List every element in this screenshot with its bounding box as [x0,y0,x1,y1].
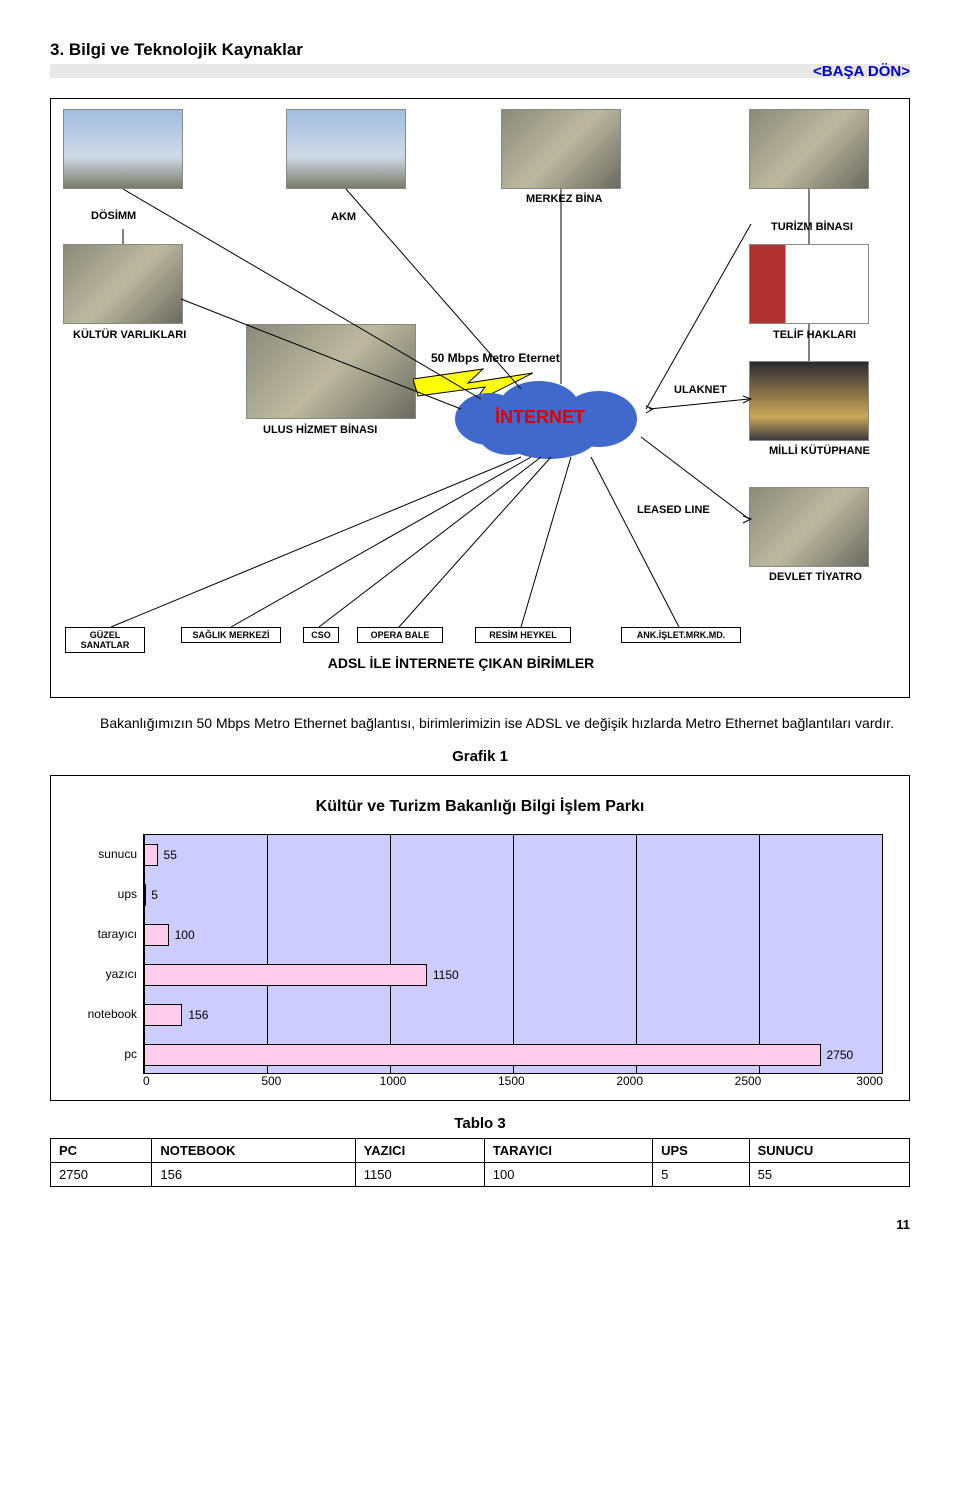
chart-xaxis: 050010001500200025003000 [143,1074,883,1088]
td-1: 156 [152,1162,355,1186]
gridline [390,835,391,1073]
box-saglik: SAĞLIK MERKEZİ [181,627,281,643]
td-3: 100 [484,1162,652,1186]
page-number: 11 [50,1217,910,1232]
chart-bar-label: 1150 [433,964,459,986]
label-ulus: ULUS HİZMET BİNASI [263,424,377,436]
photo-dosimm [63,109,183,189]
label-merkez: MERKEZ BİNA [526,193,602,205]
label-leased: LEASED LINE [637,504,710,516]
td-4: 5 [653,1162,750,1186]
internet-label: İNTERNET [495,407,585,428]
td-2: 1150 [355,1162,484,1186]
label-kultur: KÜLTÜR VARLIKLARI [73,329,186,341]
label-dosimm: DÖSİMM [91,210,136,222]
ylabel-5: pc [77,1034,143,1074]
box-opera: OPERA BALE [357,627,443,643]
th-3: TARAYICI [484,1138,652,1162]
box-resim: RESİM HEYKEL [475,627,571,643]
xtick-label: 1500 [498,1074,616,1088]
gridline [882,835,883,1073]
chart-title: Kültür ve Turizm Bakanlığı Bilgi İşlem P… [77,798,883,816]
chart-bar-label: 100 [175,924,195,946]
td-0: 2750 [51,1162,152,1186]
chart-bar-label: 2750 [827,1044,854,1066]
gridline [267,835,268,1073]
ylabel-4: notebook [77,994,143,1034]
th-4: UPS [653,1138,750,1162]
label-akm: AKM [331,211,356,223]
th-1: NOTEBOOK [152,1138,355,1162]
chart-bar-label: 156 [188,1004,208,1026]
bar-chart: Kültür ve Turizm Bakanlığı Bilgi İşlem P… [50,775,910,1101]
xtick-label: 1000 [380,1074,498,1088]
data-table: PC NOTEBOOK YAZICI TARAYICI UPS SUNUCU 2… [50,1138,910,1187]
th-0: PC [51,1138,152,1162]
chart-bar-label: 55 [164,844,177,866]
photo-devlet [749,487,869,567]
label-telif: TELİF HAKLARI [773,329,856,341]
section-underline: <BAŞA DÖN> [50,64,910,78]
table-row: 2750 156 1150 100 5 55 [51,1162,910,1186]
adsl-caption: ADSL İLE İNTERNETE ÇIKAN BİRİMLER [301,655,621,671]
table-header-row: PC NOTEBOOK YAZICI TARAYICI UPS SUNUCU [51,1138,910,1162]
gridline [759,835,760,1073]
internet-cloud: İNTERNET [449,379,649,462]
gridline [513,835,514,1073]
box-guzel: GÜZEL SANATLAR [65,627,145,653]
photo-telif [749,244,869,324]
box-cso: CSO [303,627,339,643]
tablo-heading: Tablo 3 [50,1115,910,1132]
chart-bar [144,884,146,906]
photo-turizm [749,109,869,189]
label-milli: MİLLİ KÜTÜPHANE [769,445,870,457]
gridline [144,835,145,1073]
chart-bar [144,1044,821,1066]
th-2: YAZICI [355,1138,484,1162]
grafik-heading: Grafik 1 [50,748,910,765]
xtick-label: 2500 [735,1074,853,1088]
chart-bar [144,964,427,986]
section-title: 3. Bilgi ve Teknolojik Kaynaklar [50,40,910,60]
xtick-label: 2000 [616,1074,734,1088]
chart-bar-label: 5 [151,884,158,906]
chart-bar [144,1004,182,1026]
th-5: SUNUCU [749,1138,909,1162]
ylabel-1: ups [77,874,143,914]
chart-ylabels: sunucu ups tarayıcı yazıcı notebook pc [77,834,143,1074]
ylabel-2: tarayıcı [77,914,143,954]
photo-ulus [246,324,416,419]
label-ulaknet: ULAKNET [674,384,727,396]
photo-akm [286,109,406,189]
box-ank: ANK.İŞLET.MRK.MD. [621,627,741,643]
network-diagram: MERKEZ BİNA DÖSİMM AKM TURİZM BİNASI KÜL… [50,98,910,698]
xtick-label: 500 [261,1074,379,1088]
label-devlet: DEVLET TİYATRO [769,571,862,583]
ylabel-0: sunucu [77,834,143,874]
chart-plot-area: 55510011501562750 [143,834,883,1074]
paragraph-text: Bakanlığımızın 50 Mbps Metro Ethernet ba… [50,714,910,734]
xtick-label: 0 [143,1074,261,1088]
label-turizm: TURİZM BİNASI [771,221,853,233]
xtick-label: 3000 [853,1074,883,1088]
ylabel-3: yazıcı [77,954,143,994]
photo-merkez [501,109,621,189]
paragraph-content: Bakanlığımızın 50 Mbps Metro Ethernet ba… [100,715,894,731]
chart-bar [144,844,158,866]
back-link[interactable]: <BAŞA DÖN> [813,63,910,80]
gridline [636,835,637,1073]
td-5: 55 [749,1162,909,1186]
photo-kultur [63,244,183,324]
photo-milli [749,361,869,441]
chart-bar [144,924,169,946]
